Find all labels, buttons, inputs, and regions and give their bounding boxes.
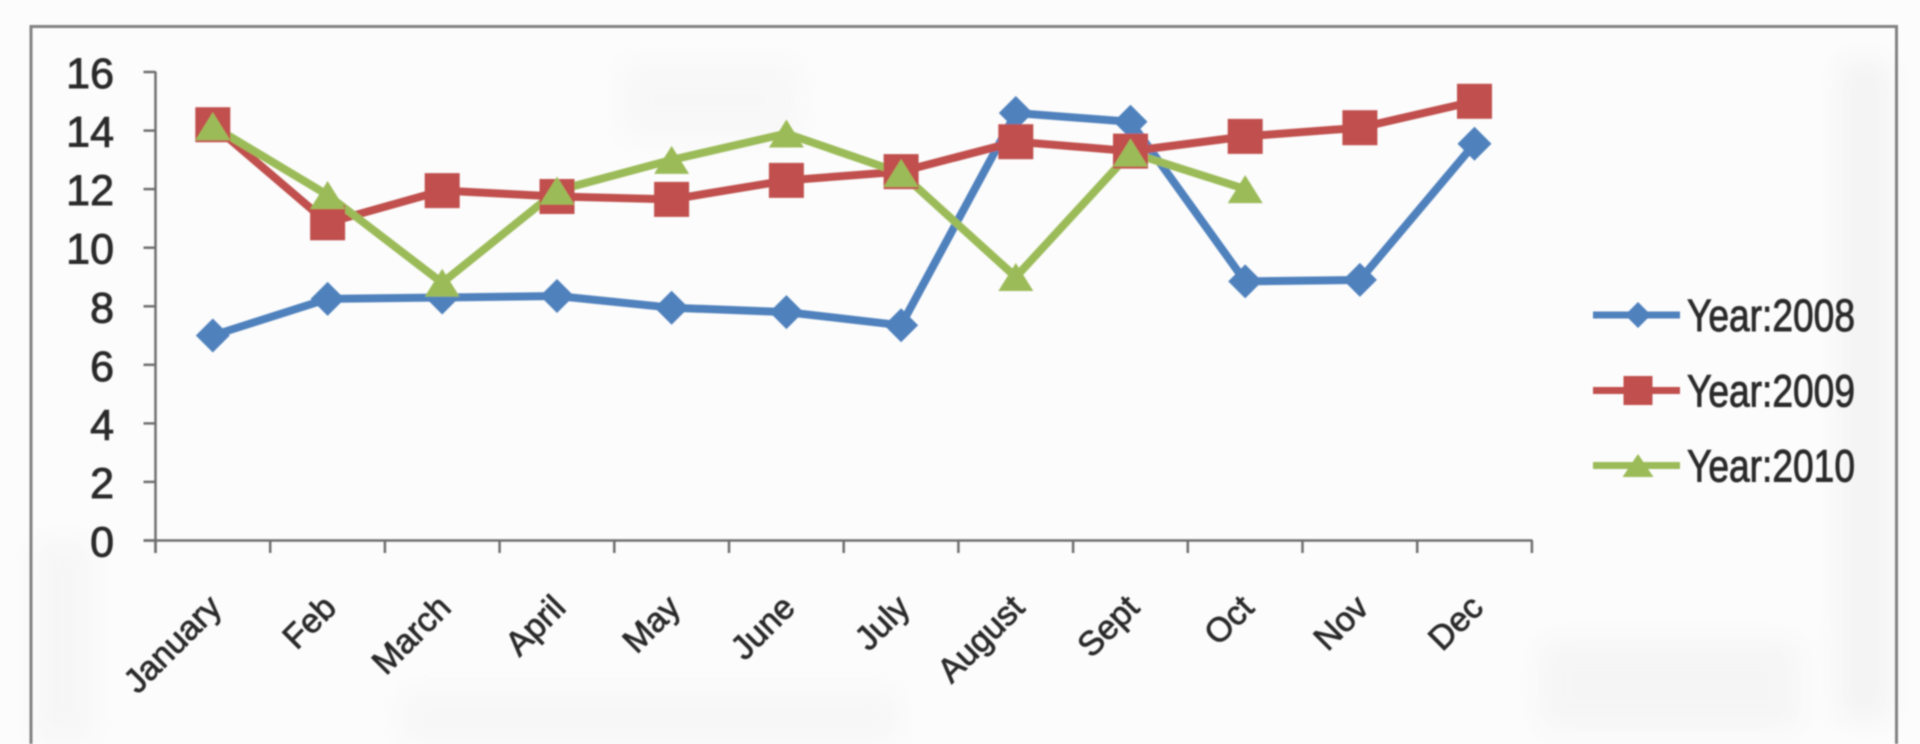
svg-text:Year:2010: Year:2010 <box>1687 441 1855 492</box>
svg-text:Year:2009: Year:2009 <box>1687 366 1855 417</box>
svg-text:8: 8 <box>90 284 114 332</box>
svg-text:10: 10 <box>66 226 114 274</box>
svg-text:2: 2 <box>90 460 114 508</box>
svg-text:16: 16 <box>66 50 114 98</box>
svg-text:Year:2008: Year:2008 <box>1687 290 1855 341</box>
svg-text:0: 0 <box>90 519 114 567</box>
svg-text:6: 6 <box>90 343 114 391</box>
svg-text:12: 12 <box>66 167 114 215</box>
svg-text:4: 4 <box>90 401 114 449</box>
svg-text:14: 14 <box>66 109 114 157</box>
